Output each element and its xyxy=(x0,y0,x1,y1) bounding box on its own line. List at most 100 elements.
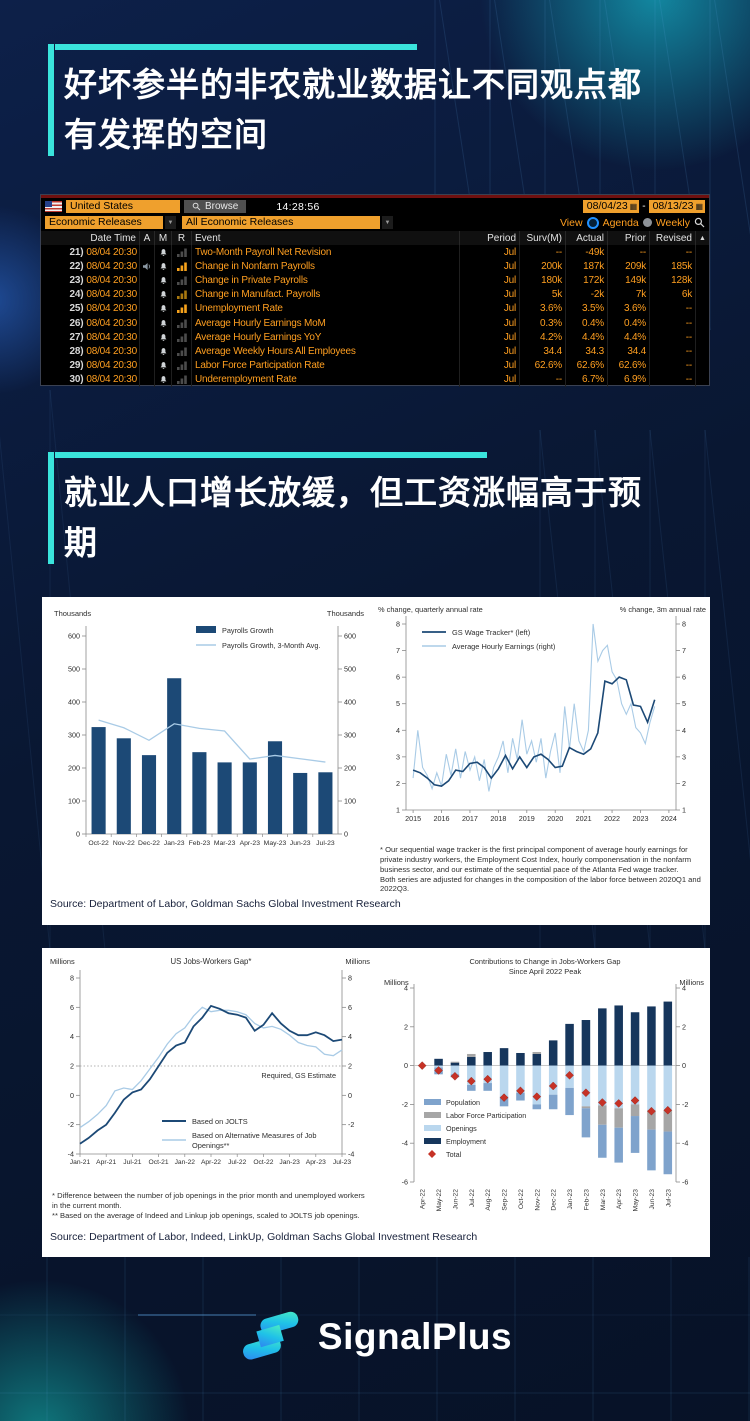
svg-text:Since April 2022 Peak: Since April 2022 Peak xyxy=(509,967,582,976)
svg-text:Feb-23: Feb-23 xyxy=(583,1189,590,1210)
weekly-label[interactable]: Weekly xyxy=(655,216,690,229)
table-row[interactable]: 23) 08/04 20:30 Change in Private Payroll… xyxy=(41,273,709,288)
svg-text:6: 6 xyxy=(70,1003,74,1012)
svg-text:Jul-23: Jul-23 xyxy=(665,1189,672,1207)
svg-text:8: 8 xyxy=(682,620,686,629)
col-event[interactable]: Event xyxy=(191,231,459,245)
svg-text:Payrolls Growth, 3-Month Avg.: Payrolls Growth, 3-Month Avg. xyxy=(222,641,320,650)
col-m[interactable]: M xyxy=(154,231,171,245)
svg-text:200: 200 xyxy=(68,764,80,773)
weekly-radio[interactable] xyxy=(642,218,652,227)
table-row[interactable]: 28) 08/04 20:30 Average Weekly Hours All … xyxy=(41,344,709,359)
svg-text:Openings**: Openings** xyxy=(192,1141,230,1150)
bell-icon xyxy=(160,348,166,355)
table-row[interactable]: 29) 08/04 20:30 Labor Force Participation… xyxy=(41,358,709,373)
bar-chart-icon xyxy=(176,276,187,285)
col-date-time[interactable]: Date Time xyxy=(90,232,136,244)
chevron-down-icon[interactable]: ▼ xyxy=(165,216,176,229)
svg-text:8: 8 xyxy=(70,974,74,983)
date-from-field[interactable]: 08/04/23 ▦ xyxy=(582,200,640,213)
svg-text:Dec-22: Dec-22 xyxy=(551,1189,558,1211)
svg-text:Oct-21: Oct-21 xyxy=(149,1159,169,1166)
bell-icon xyxy=(160,277,166,284)
svg-text:8: 8 xyxy=(396,620,400,629)
svg-text:0: 0 xyxy=(344,830,348,839)
svg-text:Average Hourly Earnings (right: Average Hourly Earnings (right) xyxy=(452,642,555,651)
svg-text:GS Wage Tracker* (left): GS Wage Tracker* (left) xyxy=(452,628,530,637)
bar-chart-icon xyxy=(176,375,187,385)
svg-text:500: 500 xyxy=(68,665,80,674)
svg-text:2: 2 xyxy=(348,1062,352,1071)
agenda-radio[interactable] xyxy=(586,216,599,229)
table-row[interactable]: 21) 08/04 20:30 Two-Month Payroll Net Rev… xyxy=(41,245,709,260)
svg-text:Population: Population xyxy=(446,1098,480,1107)
svg-text:May-23: May-23 xyxy=(264,840,287,847)
table-column-headers: Date Time A M R Event Period Surv(M) Act… xyxy=(41,231,709,245)
svg-text:Millions: Millions xyxy=(345,957,370,966)
table-row[interactable]: 27) 08/04 20:30 Average Hourly Earnings Y… xyxy=(41,330,709,345)
headline-1-line2: 有发挥的空间 xyxy=(64,115,268,153)
chevron-down-icon[interactable]: ▼ xyxy=(382,216,393,229)
svg-text:Jul-22: Jul-22 xyxy=(228,1159,246,1166)
bell-icon xyxy=(160,376,166,384)
col-period[interactable]: Period xyxy=(459,231,519,245)
svg-text:6: 6 xyxy=(682,673,686,682)
svg-text:Jun-23: Jun-23 xyxy=(649,1189,656,1210)
svg-text:2023: 2023 xyxy=(632,814,648,823)
svg-text:2: 2 xyxy=(70,1062,74,1071)
svg-text:% change, quarterly annual rat: % change, quarterly annual rate xyxy=(378,605,483,614)
browse-button[interactable]: Browse xyxy=(184,200,247,213)
headline-2: 就业人口增长放缓，但工资涨幅高于预 期 xyxy=(48,452,708,567)
headline-accent-left xyxy=(48,44,54,156)
col-revised[interactable]: Revised xyxy=(649,231,695,245)
agenda-label[interactable]: Agenda xyxy=(602,216,639,229)
svg-text:0: 0 xyxy=(70,1091,74,1100)
date-to-field[interactable]: 08/13/23 ▦ xyxy=(648,200,705,213)
sort-arrow-icon[interactable]: ▲ xyxy=(695,231,709,245)
svg-text:-6: -6 xyxy=(402,1178,408,1187)
svg-text:3: 3 xyxy=(682,752,686,761)
svg-text:Based on Alternative Measures: Based on Alternative Measures of Job xyxy=(192,1131,316,1140)
svg-text:Nov-22: Nov-22 xyxy=(534,1189,541,1211)
table-row[interactable]: 25) 08/04 20:30 Unemployment Rate Jul 3.6… xyxy=(41,301,709,316)
release-filter-select[interactable]: All Economic Releases xyxy=(182,216,380,229)
terminal-clock: 14:28:56 xyxy=(276,200,320,213)
svg-text:Apr-22: Apr-22 xyxy=(201,1159,221,1166)
col-actual[interactable]: Actual xyxy=(565,231,607,245)
svg-text:-4: -4 xyxy=(402,1139,408,1148)
col-surv[interactable]: Surv(M) xyxy=(519,231,565,245)
bar-chart-icon xyxy=(176,262,187,271)
svg-text:1: 1 xyxy=(396,806,400,815)
svg-text:2016: 2016 xyxy=(434,814,450,823)
svg-text:0: 0 xyxy=(682,1061,686,1070)
release-type-select[interactable]: Economic Releases xyxy=(45,216,163,229)
table-row[interactable]: 30) 08/04 20:30 Underemployment Rate Jul … xyxy=(41,372,709,387)
svg-text:Millions: Millions xyxy=(50,957,75,966)
table-row[interactable]: 22) 08/04 20:30 Change in Nonfarm Payroll… xyxy=(41,259,709,274)
svg-text:-4: -4 xyxy=(68,1150,74,1159)
table-row[interactable]: 26) 08/04 20:30 Average Hourly Earnings M… xyxy=(41,315,709,331)
svg-text:Millions: Millions xyxy=(384,978,409,987)
col-prior[interactable]: Prior xyxy=(607,231,649,245)
svg-text:May-22: May-22 xyxy=(436,1189,443,1212)
svg-text:Thousands: Thousands xyxy=(327,609,364,618)
bar-chart-icon xyxy=(176,319,187,328)
svg-text:Jul-22: Jul-22 xyxy=(469,1189,476,1207)
clip-icon xyxy=(192,202,201,211)
table-row[interactable]: 24) 08/04 20:30 Change in Manufact. Payro… xyxy=(41,287,709,302)
search-icon[interactable] xyxy=(694,217,705,228)
svg-text:Oct-22: Oct-22 xyxy=(518,1189,525,1209)
svg-text:Jul-23: Jul-23 xyxy=(333,1159,351,1166)
svg-text:8: 8 xyxy=(348,974,352,983)
svg-text:Employment: Employment xyxy=(446,1137,486,1146)
svg-text:0: 0 xyxy=(76,830,80,839)
terminal-header-row: United States Browse 14:28:56 08/04/23 ▦… xyxy=(41,198,709,215)
country-field[interactable]: United States xyxy=(66,200,180,213)
col-r[interactable]: R xyxy=(171,231,191,245)
svg-text:Jul-21: Jul-21 xyxy=(123,1159,141,1166)
svg-text:4: 4 xyxy=(70,1032,74,1041)
svg-text:Apr-23: Apr-23 xyxy=(240,840,261,847)
svg-text:-2: -2 xyxy=(68,1120,74,1129)
col-a[interactable]: A xyxy=(139,231,154,245)
terminal-filter-row: Economic Releases ▼ All Economic Release… xyxy=(41,215,709,231)
